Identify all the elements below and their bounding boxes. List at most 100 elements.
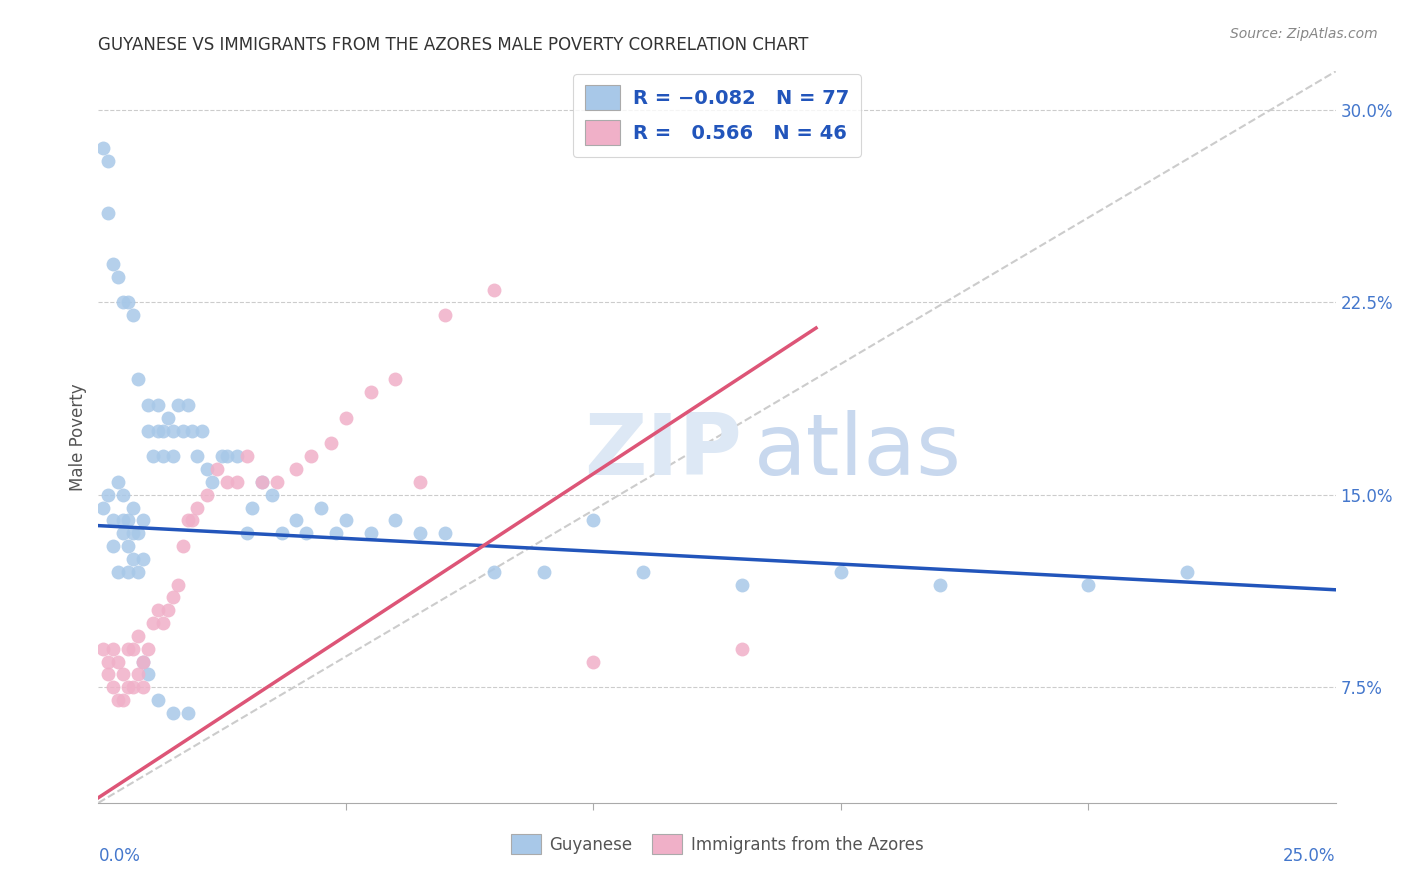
Point — [384, 372, 406, 386]
Point — [260, 488, 283, 502]
Point — [117, 295, 139, 310]
Point — [191, 424, 214, 438]
Point — [172, 424, 194, 438]
Point — [1175, 565, 1198, 579]
Point — [122, 308, 145, 322]
Point — [582, 655, 605, 669]
Point — [319, 436, 342, 450]
Point — [360, 526, 382, 541]
Point — [122, 500, 145, 515]
Point — [103, 681, 125, 695]
Point — [112, 526, 135, 541]
Text: atlas: atlas — [754, 410, 962, 493]
Point — [270, 526, 292, 541]
Point — [93, 500, 115, 515]
Point — [117, 641, 139, 656]
Point — [152, 424, 174, 438]
Point — [186, 500, 208, 515]
Point — [93, 641, 115, 656]
Point — [132, 552, 155, 566]
Point — [112, 693, 135, 707]
Point — [176, 398, 198, 412]
Point — [162, 424, 184, 438]
Point — [112, 514, 135, 528]
Point — [205, 462, 228, 476]
Point — [142, 616, 165, 631]
Point — [162, 450, 184, 464]
Point — [484, 565, 506, 579]
Point — [103, 641, 125, 656]
Point — [236, 450, 259, 464]
Point — [97, 205, 120, 219]
Point — [127, 629, 149, 643]
Point — [136, 667, 159, 681]
Point — [97, 154, 120, 169]
Point — [631, 565, 654, 579]
Point — [136, 398, 159, 412]
Point — [122, 681, 145, 695]
Point — [107, 693, 129, 707]
Point — [181, 514, 204, 528]
Point — [226, 475, 249, 489]
Point — [132, 681, 155, 695]
Point — [217, 475, 239, 489]
Point — [122, 641, 145, 656]
Text: 25.0%: 25.0% — [1284, 847, 1336, 864]
Point — [236, 526, 259, 541]
Point — [250, 475, 273, 489]
Point — [103, 257, 125, 271]
Point — [127, 526, 149, 541]
Point — [152, 450, 174, 464]
Point — [162, 706, 184, 720]
Point — [117, 565, 139, 579]
Point — [360, 385, 382, 400]
Point — [136, 424, 159, 438]
Point — [1077, 577, 1099, 591]
Point — [201, 475, 224, 489]
Point — [97, 667, 120, 681]
Point — [112, 667, 135, 681]
Point — [433, 308, 456, 322]
Point — [217, 450, 239, 464]
Point — [146, 693, 169, 707]
Point — [107, 565, 129, 579]
Point — [731, 641, 754, 656]
Point — [97, 488, 120, 502]
Point — [127, 565, 149, 579]
Point — [181, 424, 204, 438]
Point — [533, 565, 555, 579]
Point — [409, 526, 432, 541]
Point — [226, 450, 249, 464]
Point — [166, 398, 188, 412]
Point — [830, 565, 852, 579]
Point — [152, 616, 174, 631]
Point — [266, 475, 288, 489]
Point — [250, 475, 273, 489]
Point — [146, 398, 169, 412]
Point — [142, 450, 165, 464]
Text: ZIP: ZIP — [583, 410, 742, 493]
Point — [103, 539, 125, 553]
Point — [484, 283, 506, 297]
Y-axis label: Male Poverty: Male Poverty — [69, 384, 87, 491]
Point — [582, 514, 605, 528]
Point — [285, 514, 308, 528]
Point — [335, 514, 357, 528]
Point — [240, 500, 263, 515]
Point — [127, 372, 149, 386]
Point — [295, 526, 318, 541]
Point — [112, 488, 135, 502]
Point — [112, 295, 135, 310]
Point — [146, 603, 169, 617]
Point — [195, 488, 218, 502]
Point — [211, 450, 233, 464]
Point — [156, 603, 179, 617]
Point — [409, 475, 432, 489]
Point — [107, 655, 129, 669]
Point — [146, 424, 169, 438]
Point — [93, 141, 115, 155]
Point — [285, 462, 308, 476]
Point — [97, 655, 120, 669]
Point — [176, 706, 198, 720]
Point — [107, 475, 129, 489]
